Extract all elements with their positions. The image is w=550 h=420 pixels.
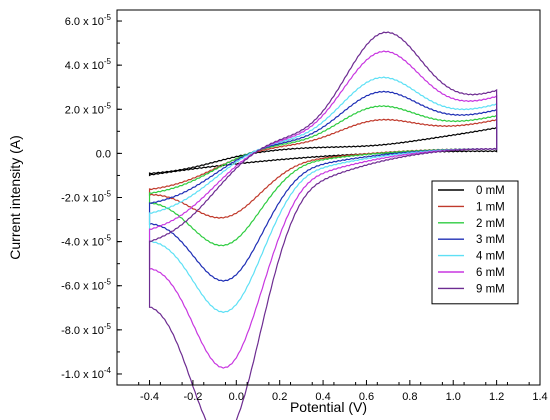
y-tick-label: -6.0 x 10-5 <box>61 278 111 293</box>
x-tick-label: 0.2 <box>272 391 287 403</box>
y-tick-label: -1.0 x 10-4 <box>61 366 111 381</box>
series-line-0-mm <box>148 126 498 177</box>
y-tick-label: -4.0 x 10-5 <box>61 234 111 249</box>
legend-label: 0 mM <box>476 185 505 197</box>
x-tick-label: 1.4 <box>532 391 547 403</box>
x-tick-label: 1.2 <box>489 391 504 403</box>
x-tick-label: 0.8 <box>402 391 417 403</box>
y-tick-label: -2.0 x 10-5 <box>61 190 111 205</box>
legend-label: 2 mM <box>476 218 505 230</box>
x-axis-ticks: -0.4 -0.2 0.0 0.2 0.4 0.6 0.8 1.0 1.2 1.4 <box>116 380 548 403</box>
legend-label: 1 mM <box>476 201 505 213</box>
y-tick-label: 6.0 x 10-5 <box>65 13 112 28</box>
legend: 0 mM 1 mM 2 mM 3 mM 4 mM 6 mM 9 mM <box>431 180 519 305</box>
x-tick-label: 1.0 <box>446 391 461 403</box>
y-tick-label: 2.0 x 10-5 <box>65 101 112 116</box>
legend-label: 9 mM <box>476 283 505 295</box>
y-tick-label: 4.0 x 10-5 <box>65 57 112 72</box>
curves-group <box>148 31 498 420</box>
legend-box <box>431 180 519 305</box>
x-tick-label: 0.6 <box>359 391 374 403</box>
x-axis-title: Potential (V) <box>290 399 367 415</box>
y-tick-label: 0.0 <box>96 148 111 160</box>
legend-label: 4 mM <box>476 251 505 263</box>
legend-label: 6 mM <box>476 267 505 279</box>
y-axis-title: Current intensity (A) <box>7 135 23 259</box>
x-tick-label: -0.2 <box>183 391 202 403</box>
y-tick-label: -8.0 x 10-5 <box>61 322 111 337</box>
x-tick-label: -0.4 <box>140 391 159 403</box>
y-axis-ticks: 6.0 x 10-5 4.0 x 10-5 2.0 x 10-5 0.0 -2.0 x … <box>61 13 122 381</box>
legend-label: 3 mM <box>476 234 505 246</box>
x-tick-label: 0.4 <box>315 391 330 403</box>
x-tick-label: 0.0 <box>229 391 244 403</box>
series-line-9-mm <box>148 31 498 420</box>
